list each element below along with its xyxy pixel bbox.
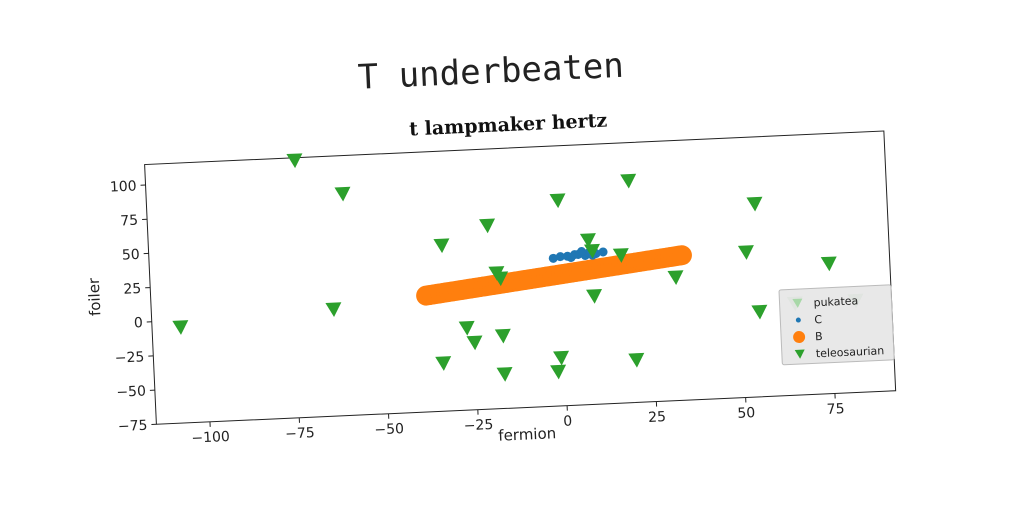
series-B bbox=[416, 245, 692, 306]
point-teleosaurian bbox=[820, 256, 837, 272]
point-C bbox=[577, 247, 587, 257]
x-tick-label: −100 bbox=[191, 429, 230, 447]
y-tick-label: −25 bbox=[114, 349, 144, 366]
point-teleosaurian bbox=[496, 367, 513, 382]
point-teleosaurian bbox=[612, 248, 629, 263]
x-axis: −100 −75 −50 −25 0 25 50 75 bbox=[191, 393, 845, 447]
point-teleosaurian bbox=[746, 196, 763, 212]
point-B bbox=[671, 245, 692, 266]
point-teleosaurian bbox=[628, 352, 645, 368]
legend-label: B bbox=[815, 330, 823, 343]
legend-marker-C bbox=[795, 317, 801, 323]
legend-label: C bbox=[814, 313, 823, 326]
point-teleosaurian bbox=[286, 153, 303, 169]
point-teleosaurian bbox=[466, 335, 483, 351]
point-teleosaurian bbox=[550, 364, 567, 380]
x-tick-label: 50 bbox=[737, 405, 756, 422]
x-axis-label: fermion bbox=[498, 424, 557, 445]
x-tick-label: 25 bbox=[648, 409, 667, 426]
point-C bbox=[598, 247, 608, 257]
point-teleosaurian bbox=[433, 238, 450, 254]
point-teleosaurian bbox=[751, 304, 768, 320]
point-C bbox=[570, 250, 580, 260]
x-tick-label: 0 bbox=[563, 413, 573, 429]
plot-points bbox=[172, 153, 864, 382]
point-teleosaurian bbox=[492, 271, 509, 287]
chart-suptitle: T underbeaten bbox=[357, 46, 625, 98]
plot-area bbox=[144, 130, 897, 425]
point-teleosaurian bbox=[479, 218, 496, 234]
point-teleosaurian bbox=[667, 270, 684, 286]
y-tick-label: −50 bbox=[116, 384, 146, 401]
y-tick-label: 25 bbox=[123, 281, 142, 298]
y-tick-label: 75 bbox=[120, 213, 139, 230]
x-tick-label: 75 bbox=[826, 401, 845, 418]
legend-box bbox=[778, 284, 895, 366]
x-tick-label: −50 bbox=[374, 421, 404, 438]
legend-label: teleosaurian bbox=[816, 344, 885, 360]
y-axis-label: foiler bbox=[85, 277, 105, 317]
point-teleosaurian bbox=[435, 356, 452, 371]
y-tick-label: 100 bbox=[110, 178, 137, 195]
point-teleosaurian bbox=[553, 350, 570, 366]
point-teleosaurian bbox=[620, 173, 637, 189]
legend-marker-B bbox=[793, 331, 806, 344]
point-teleosaurian bbox=[458, 320, 475, 336]
point-teleosaurian bbox=[325, 302, 342, 317]
point-C bbox=[548, 253, 558, 263]
x-tick-label: −25 bbox=[463, 417, 493, 434]
point-teleosaurian bbox=[583, 243, 600, 259]
y-axis: −75 −50 −25 0 25 50 75 100 bbox=[110, 178, 157, 435]
point-teleosaurian bbox=[737, 245, 754, 260]
point-teleosaurian bbox=[579, 233, 596, 248]
chart-canvas: T underbeaten t lampmaker hertz −100 −75−… bbox=[85, 46, 897, 447]
y-tick-label: 0 bbox=[134, 315, 144, 331]
point-teleosaurian bbox=[549, 193, 566, 209]
y-tick-label: −75 bbox=[118, 418, 148, 435]
point-teleosaurian bbox=[586, 289, 603, 304]
x-tick-label: −75 bbox=[285, 425, 315, 442]
point-C bbox=[555, 252, 565, 262]
legend-marker-pukatea bbox=[792, 298, 803, 308]
point-teleosaurian bbox=[172, 320, 189, 335]
point-teleosaurian bbox=[334, 186, 351, 202]
chart-title: t lampmaker hertz bbox=[409, 110, 608, 141]
legend-marker-teleosaurian bbox=[794, 349, 805, 359]
point-teleosaurian bbox=[494, 328, 511, 344]
series-teleosaurian bbox=[172, 153, 837, 382]
y-tick-label: 50 bbox=[122, 247, 141, 264]
legend-label: pukatea bbox=[813, 294, 858, 309]
